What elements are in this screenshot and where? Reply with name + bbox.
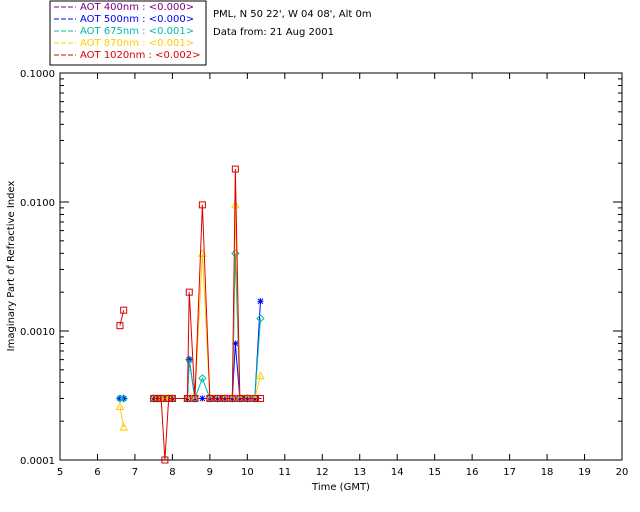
data-point-square — [168, 394, 176, 402]
data-point-diamond — [185, 355, 194, 364]
legend: AOT 400nm : <0.000>AOT 500nm : <0.000>AO… — [49, 0, 207, 66]
data-point-square — [183, 394, 191, 402]
data-point-asterisk — [199, 395, 206, 402]
data-point-square — [157, 394, 165, 402]
x-axis: 5 6 7 8 9 10 11 12 13 14 15 16 17 18 19 20 — [57, 73, 629, 478]
legend-item: AOT 870nm : <0.001> — [54, 38, 194, 49]
data-point-square — [236, 394, 244, 402]
data-point-square — [198, 201, 206, 209]
y-axis: 0.0001 0.0010 0.0100 0.1000 — [20, 69, 622, 467]
data-point-diamond — [119, 394, 128, 403]
data-point-triangle — [231, 200, 240, 209]
y-tick-label: 0.1000 — [20, 69, 55, 80]
y-tick-label: 0.0100 — [20, 198, 55, 209]
data-point-triangle — [256, 371, 265, 380]
data-point-square — [221, 394, 229, 402]
data-point-square — [185, 288, 193, 296]
data-point-square — [213, 394, 221, 402]
plot-frame — [59, 72, 623, 461]
y-tick-label: 0.0001 — [20, 456, 55, 467]
x-tick-label: 19 — [578, 467, 591, 478]
x-tick-label: 16 — [466, 467, 479, 478]
legend-item: AOT 400nm : <0.000> — [54, 2, 194, 13]
data-point-diamond — [256, 314, 265, 323]
data-point-square — [206, 394, 214, 402]
legend-box — [49, 0, 207, 66]
x-tick-label: 13 — [353, 467, 366, 478]
x-tick-label: 20 — [616, 467, 629, 478]
data-point-square — [243, 394, 251, 402]
x-tick-label: 11 — [278, 467, 291, 478]
x-tick-label: 8 — [169, 467, 175, 478]
station-info: PML, N 50 22', W 04 08', Alt 0m Data fro… — [213, 9, 372, 38]
legend-label: AOT 500nm : <0.000> — [80, 14, 194, 25]
data-point-asterisk — [232, 340, 239, 347]
data-point-square — [153, 394, 161, 402]
data-point-asterisk — [257, 298, 264, 305]
legend-item: AOT 1020nm : <0.002> — [54, 50, 200, 61]
legend-item: AOT 500nm : <0.000> — [54, 14, 194, 25]
x-tick-label: 18 — [541, 467, 554, 478]
data-point-diamond — [198, 374, 207, 383]
data-point-triangle — [119, 422, 129, 431]
x-tick-label: 5 — [57, 467, 63, 478]
data-point-square — [228, 394, 236, 402]
station-location-label: PML, N 50 22', W 04 08', Alt 0m — [213, 9, 372, 20]
x-tick-label: 9 — [207, 467, 213, 478]
data-point-square — [116, 322, 124, 330]
data-point-triangle — [115, 401, 125, 410]
data-point-square — [120, 306, 128, 314]
data-point-square — [165, 394, 173, 402]
legend-label: AOT 675nm : <0.001> — [80, 26, 194, 37]
legend-label: AOT 870nm : <0.001> — [80, 38, 194, 49]
x-tick-label: 14 — [391, 467, 404, 478]
data-point-square — [231, 165, 239, 173]
legend-label: AOT 1020nm : <0.002> — [80, 50, 200, 61]
data-point-square — [150, 394, 158, 402]
legend-item: AOT 675nm : <0.001> — [54, 26, 194, 37]
data-point-square — [191, 394, 199, 402]
y-axis-title: Imaginary Part of Refractive Index — [6, 181, 17, 352]
x-tick-label: 7 — [132, 467, 138, 478]
x-axis-title: Time (GMT) — [311, 482, 370, 493]
x-tick-label: 12 — [316, 467, 329, 478]
x-tick-label: 15 — [428, 467, 441, 478]
y-tick-label: 0.0010 — [20, 327, 55, 338]
legend-label: AOT 400nm : <0.000> — [80, 2, 194, 13]
data-point-square — [256, 394, 264, 402]
data-point-diamond — [231, 249, 240, 258]
x-tick-label: 10 — [241, 467, 254, 478]
x-tick-label: 6 — [94, 467, 100, 478]
data-date-label: Data from: 21 Aug 2001 — [213, 27, 334, 38]
x-tick-label: 17 — [503, 467, 516, 478]
